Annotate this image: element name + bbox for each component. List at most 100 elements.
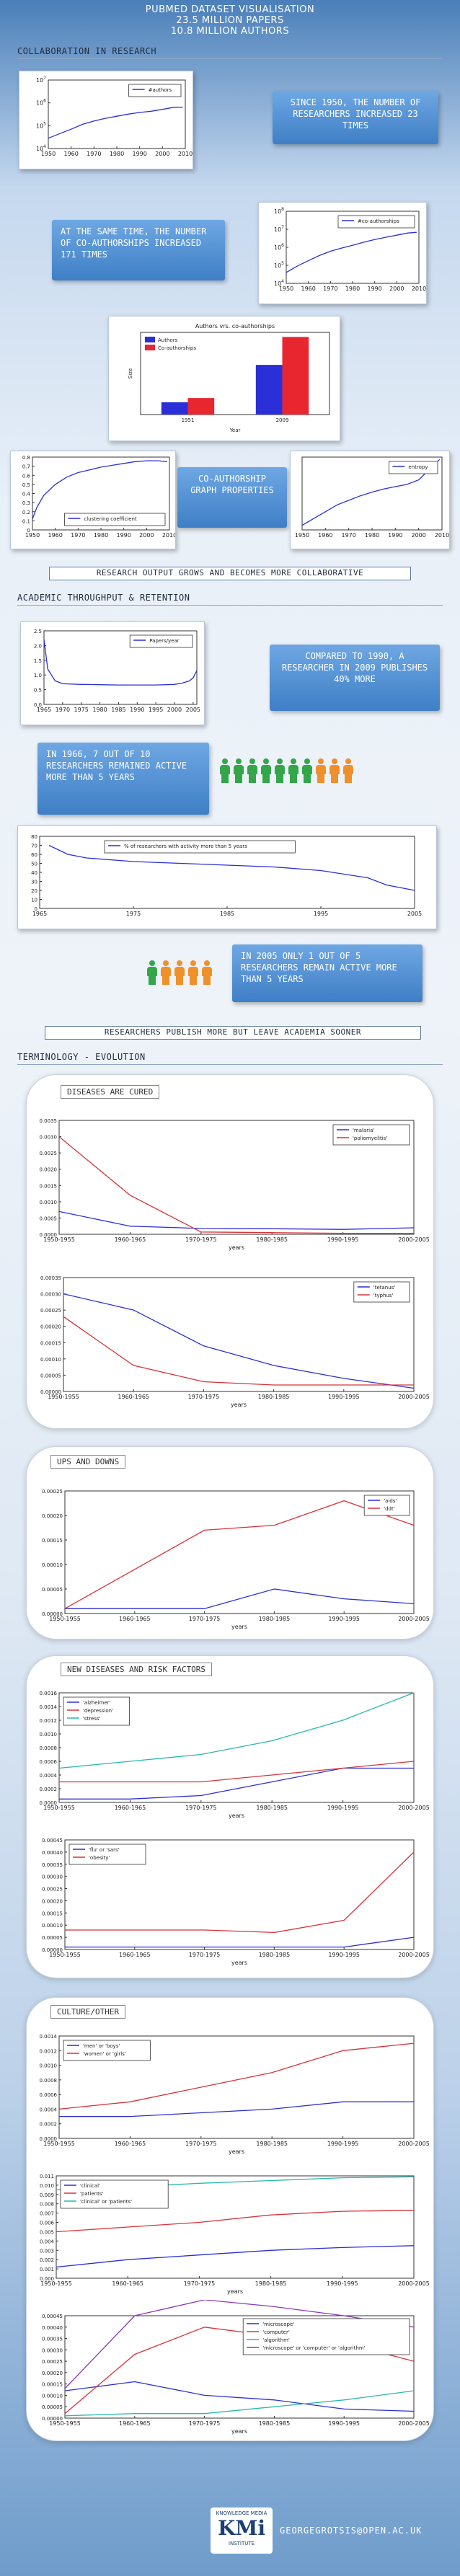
y-tick-label: 0.00015 xyxy=(40,1340,61,1346)
y-tick-label: 0.00020 xyxy=(40,1324,61,1330)
x-tick-label: 1950-1955 xyxy=(43,1805,75,1811)
x-tick-label: 1990 xyxy=(132,151,146,157)
y-tick-label: 2.0 xyxy=(34,643,42,649)
y-tick-label: 106 xyxy=(36,99,46,107)
legend-label: 'tetanus' xyxy=(373,1285,396,1291)
y-tick-label: 0.003 xyxy=(40,2248,54,2254)
alzheimer-depression-stress-chart: 1950-1955 1960-1965 1970-1975 1980-1985 1990… xyxy=(40,1691,430,1819)
x-tick-label: 2005 xyxy=(407,911,422,917)
y-tick-label: 0.5 xyxy=(34,688,42,694)
y-tick-label: 0.00010 xyxy=(40,1357,61,1363)
x-tick-label: 1980 xyxy=(365,532,379,539)
bubble-coauthorships: At the same time, the number of co-autho… xyxy=(52,220,225,280)
y-tick-label: 106 xyxy=(274,243,284,251)
series-line-0 xyxy=(65,1588,415,1609)
y-tick-label: 0.00045 xyxy=(42,1838,63,1844)
person-inactive-icon xyxy=(316,758,326,783)
series-line-0 xyxy=(48,844,415,891)
series-line-0 xyxy=(58,1210,415,1230)
x-tick-label: 1950-1955 xyxy=(49,2420,81,2427)
y-tick-label: 105 xyxy=(274,261,284,269)
x-tick-label: 1950-1955 xyxy=(49,1952,81,1958)
legend-box xyxy=(68,1844,146,1865)
legend-label: 'computer' xyxy=(262,2329,290,2335)
legend-box xyxy=(128,84,182,97)
y-tick-label: 0.0010 xyxy=(40,1200,58,1205)
y-tick-label: 0.0000 xyxy=(40,1232,58,1238)
chart-legend: entropy xyxy=(388,461,438,474)
x-tick-label: 2000-2005 xyxy=(398,1952,430,1958)
y-tick-label: 0.00030 xyxy=(42,2347,63,2353)
y-tick-label: 0.00005 xyxy=(42,1935,63,1941)
chart-legend: 'aids' 'ddt' xyxy=(363,1495,410,1516)
y-tick-label: 104 xyxy=(36,144,46,152)
y-tick-label: 0.000 xyxy=(40,2276,54,2282)
kmi-logo: Knowledge Media KMi Institute xyxy=(211,2508,273,2554)
clustering-chart-card: 1950 1960 1970 1980 1990 2000 2010 0 0.1 0.2 0.3 0.… xyxy=(10,451,177,549)
flu-obesity-chart: 1950-1955 1960-1965 1970-1975 1980-1985 1990… xyxy=(42,1838,430,1966)
y-tick-label: 0.005 xyxy=(40,2229,54,2235)
chart-legend: 'alzheimer' 'depression' 'stress' xyxy=(63,1696,130,1726)
x-axis-label: years xyxy=(229,1244,244,1251)
y-tick-label: 0.00010 xyxy=(42,1562,63,1568)
x-tick-label: 1990-1995 xyxy=(327,2141,359,2147)
banner-collaborative: Research output grows and becomes more c… xyxy=(49,567,411,580)
legend-label: 'patients' xyxy=(80,2191,103,2197)
series-line-2 xyxy=(64,2390,415,2417)
x-tick-label: 1960-1965 xyxy=(119,2420,151,2427)
series-line-3 xyxy=(64,2300,415,2389)
legend-box xyxy=(64,513,166,526)
x-tick-label: 1990-1995 xyxy=(327,2280,358,2287)
y-tick-label: 0.00015 xyxy=(42,1911,63,1916)
bubble-papers: Compared to 1990, a researcher in 2009 p… xyxy=(270,645,440,711)
chart-legend: #co-authorships xyxy=(337,215,415,229)
x-tick-label: 1980-1985 xyxy=(256,2141,288,2147)
legend-swatch xyxy=(145,337,155,342)
legend-box xyxy=(63,2040,151,2061)
y-tick-label: 0.0 xyxy=(34,702,42,708)
x-tick-label: 2000 xyxy=(167,707,182,713)
bar-authors xyxy=(255,365,283,415)
legend-label: 'algorithm' xyxy=(262,2337,290,2343)
y-tick-label: 0.00000 xyxy=(42,1947,63,1953)
y-tick-label: 107 xyxy=(36,76,46,84)
y-tick-label: 0.6 xyxy=(22,473,31,479)
person-active-icon xyxy=(247,758,257,783)
x-tick-label: 2000 xyxy=(155,151,169,157)
x-tick-label: 1960-1965 xyxy=(118,1394,149,1400)
section-rule xyxy=(17,58,443,59)
y-tick-label: 1.5 xyxy=(34,658,42,664)
y-tick-label: 0.006 xyxy=(40,2221,55,2226)
authors-vs-coauth-card: Authors vrs. co-authorships 1951 2009 Year S… xyxy=(108,316,340,441)
y-tick-label: 0.008 xyxy=(40,2202,54,2208)
x-tick-label: 2000 xyxy=(139,532,154,539)
y-tick-label: 0.00025 xyxy=(40,1308,61,1314)
y-tick-label: 0.00035 xyxy=(40,1275,61,1281)
y-tick-label: 0.00005 xyxy=(42,1587,63,1593)
y-tick-label: 0.7 xyxy=(22,464,30,470)
y-tick-label: 0.001 xyxy=(40,2267,54,2272)
panel-title-ups: Ups and downs xyxy=(50,1455,126,1469)
x-tick-label: 2005 xyxy=(186,707,200,713)
x-tick-label: 1960-1965 xyxy=(112,2280,143,2287)
y-tick-label: 0.00005 xyxy=(40,1373,61,1378)
x-tick-label: 1950 xyxy=(25,532,40,539)
x-tick-label: 1960 xyxy=(318,532,332,539)
series-line-0 xyxy=(59,1767,414,1800)
kmi-logo-bottom: Institute xyxy=(228,2541,255,2546)
x-tick-label: 1980-1985 xyxy=(256,1805,288,1811)
legend-label: 'flu' or 'sars' xyxy=(89,1847,120,1853)
header-title: PubMed dataset visualisation xyxy=(145,4,315,15)
authors-chart: 1950 1960 1970 1980 1990 2000 2010 104 105 106 107… xyxy=(36,76,193,157)
legend-label: 'obesity' xyxy=(89,1855,110,1861)
series-line-1 xyxy=(56,2210,415,2233)
y-tick-label: 105 xyxy=(36,121,46,129)
bubble-retained: In 1966, 7 out of 10 researchers remaine… xyxy=(37,743,209,815)
x-tick-label: 1970-1975 xyxy=(185,1805,217,1811)
header-papers: 23.5 million papers xyxy=(176,15,284,26)
x-tick-label: 1950 xyxy=(295,532,309,539)
x-tick-label: 1960-1965 xyxy=(119,1616,151,1622)
y-tick-label: 0.5 xyxy=(22,482,30,488)
x-tick-label: 2000-2005 xyxy=(398,2141,430,2147)
x-tick-label: 2000-2005 xyxy=(398,1394,430,1400)
